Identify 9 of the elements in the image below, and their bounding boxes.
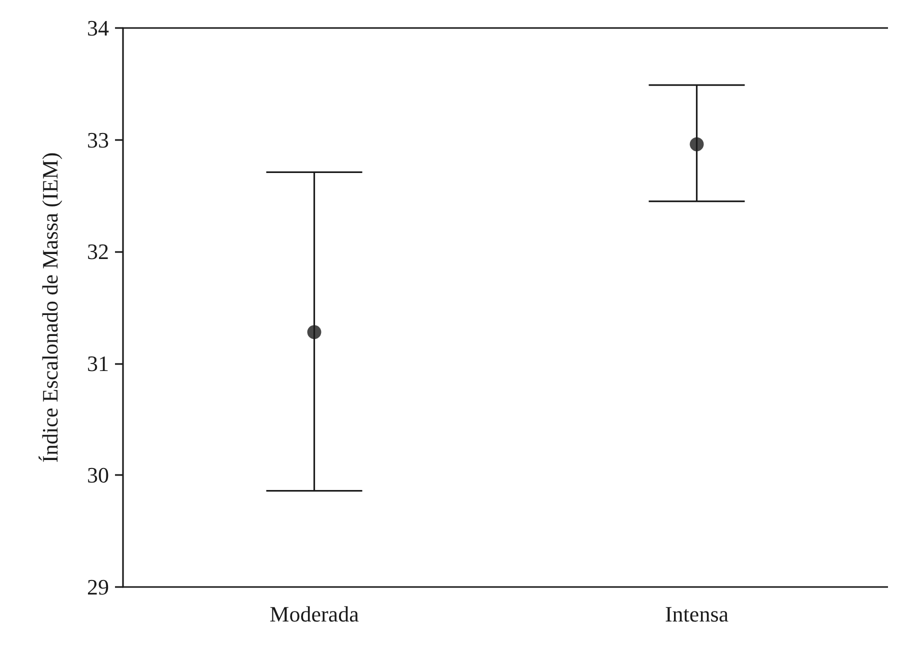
y-tick-label: 34 — [87, 16, 109, 40]
y-axis-title: Índice Escalonado de Massa (IEM) — [38, 152, 62, 463]
y-tick-label: 29 — [87, 574, 109, 600]
x-tick-label: Intensa — [664, 602, 729, 626]
y-tick-label: 31 — [87, 350, 109, 376]
y-tick-label: 33 — [87, 127, 109, 152]
y-tick-label: 32 — [87, 239, 109, 264]
y-tick-label: 30 — [87, 462, 109, 488]
x-tick-label: Moderada — [270, 602, 360, 626]
